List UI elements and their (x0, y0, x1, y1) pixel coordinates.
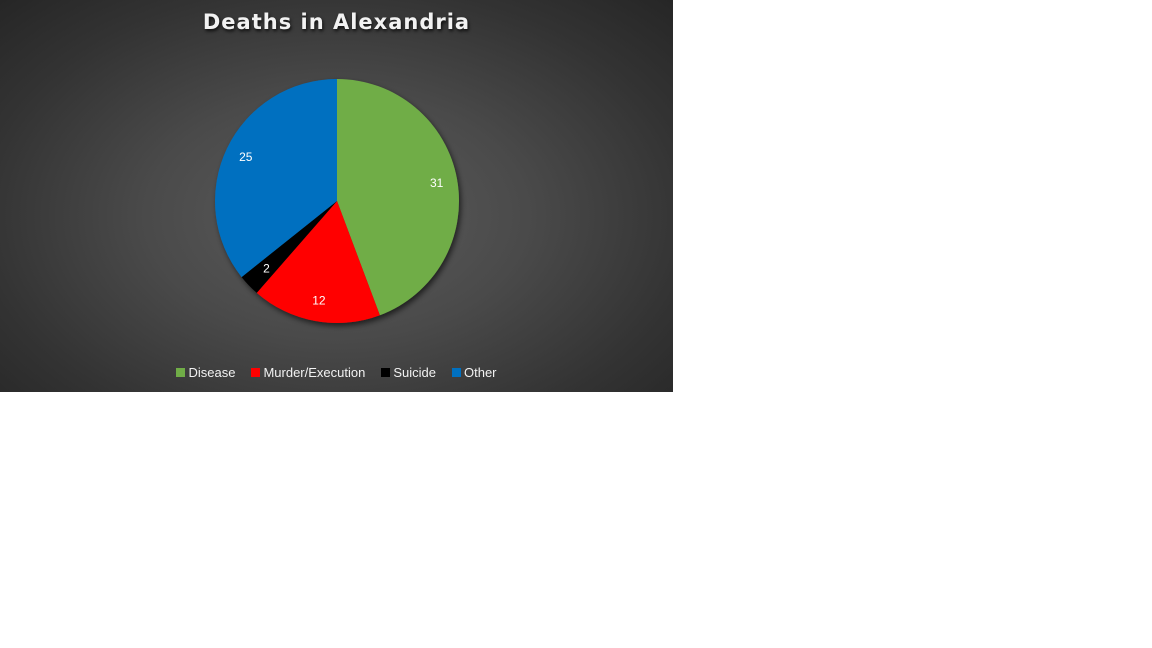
chart-title: Deaths in Alexandria (202, 10, 471, 34)
legend-swatch-disease (176, 368, 186, 377)
chart-legend: Disease Murder/Execution Suicide Other (0, 365, 673, 380)
legend-label-murder-execution: Murder/Execution (263, 365, 366, 380)
pie-slice-disease (337, 79, 459, 316)
legend-swatch-other (451, 368, 461, 377)
pie-slice-other (215, 79, 337, 278)
legend-item-suicide: Suicide (381, 365, 436, 380)
legend-item-other: Other (451, 365, 497, 380)
legend-swatch-suicide (381, 368, 391, 377)
pie-slice-murder-execution (256, 201, 380, 323)
pie-chart: 31 12 2 25 (215, 79, 459, 323)
pie-slice-suicide (241, 201, 337, 293)
legend-swatch-murder-execution (251, 368, 261, 377)
legend-item-disease: Disease (176, 365, 235, 380)
legend-label-disease: Disease (188, 365, 236, 380)
legend-label-suicide: Suicide (393, 365, 436, 380)
data-label-murder-execution: 12 (312, 294, 326, 308)
legend-label-other: Other (463, 365, 497, 380)
chart-area: Deaths in Alexandria 31 12 2 25 Disease Mur… (0, 0, 673, 392)
data-label-disease: 31 (430, 176, 444, 190)
data-label-other: 25 (239, 150, 253, 164)
data-label-suicide: 2 (263, 261, 270, 275)
legend-item-murder-execution: Murder/Execution (251, 365, 365, 380)
